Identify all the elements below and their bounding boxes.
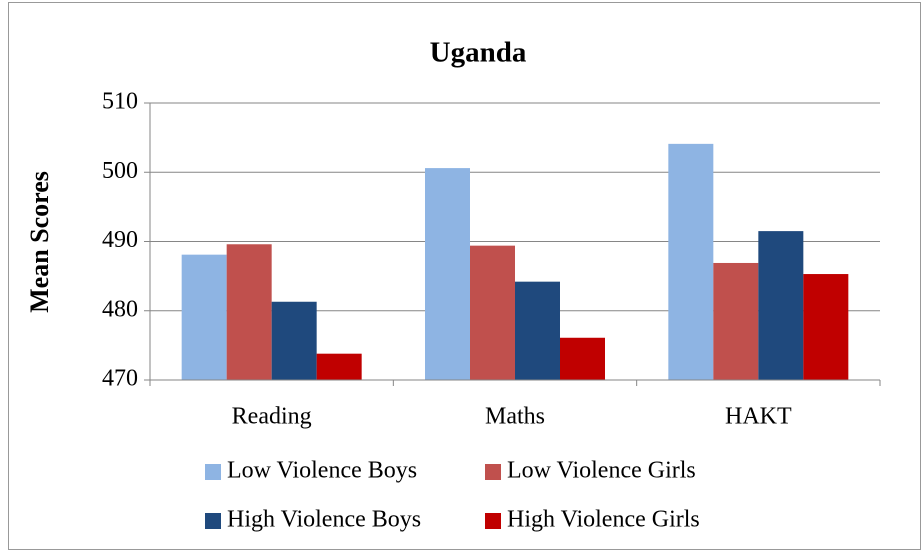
x-tick-label: Maths [485,404,545,430]
y-axis-label: Mean Scores [25,171,54,313]
legend-label: High Violence Girls [507,507,700,533]
bar [758,231,804,380]
legend-label: Low Violence Boys [227,458,417,484]
y-tick-label: 490 [102,227,138,253]
legend-swatch [205,464,221,480]
y-tick-label: 500 [102,158,138,184]
legend-swatch [485,513,501,529]
x-tick-label: Reading [232,404,312,430]
bar [470,245,515,380]
y-tick-label: 480 [102,296,138,322]
bar [713,262,759,380]
legend-label: High Violence Boys [227,507,421,533]
y-tick-label: 510 [102,89,138,115]
bar [425,168,470,380]
bar [515,281,560,380]
legend-swatch [205,513,221,529]
x-tick-label: HAKT [725,404,792,430]
bar [560,337,605,380]
bar [226,244,272,380]
bar [803,274,849,380]
bar [181,254,227,380]
y-tick-label: 470 [102,366,138,392]
bar [271,301,317,380]
legend-swatch [485,464,501,480]
chart-title: Uganda [430,37,527,69]
bar [316,353,362,380]
bar [668,143,714,380]
legend-label: Low Violence Girls [507,458,696,484]
